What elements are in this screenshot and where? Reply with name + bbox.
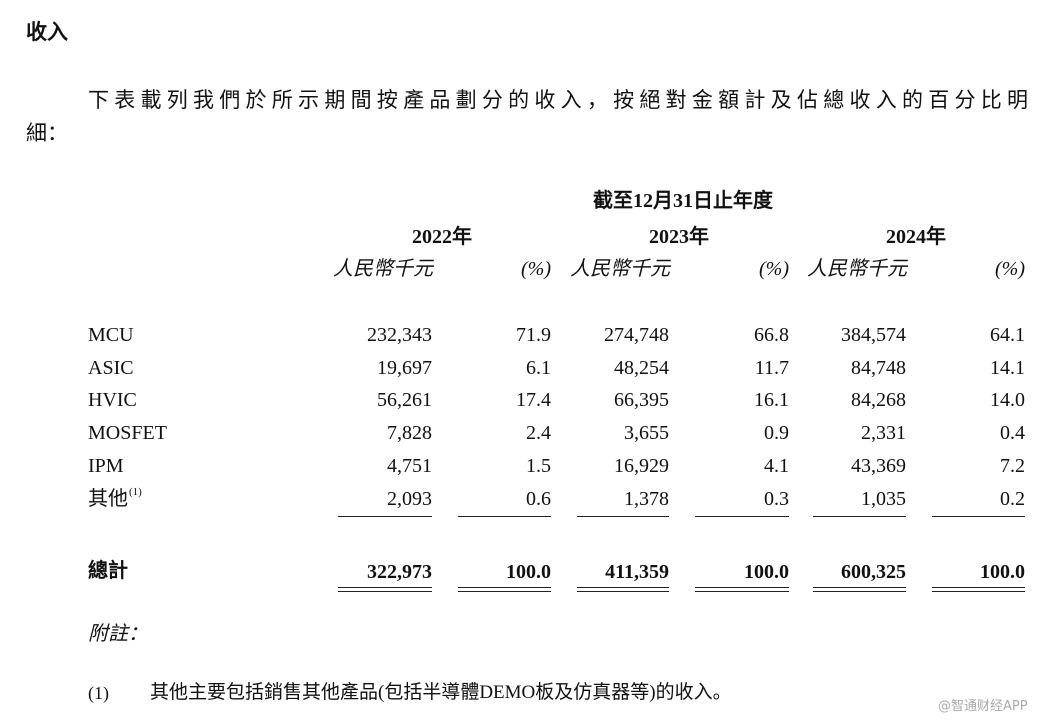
cell-value: 7,828 (387, 422, 432, 444)
total-value: 411,359 (605, 561, 669, 583)
year-header: 2022年 (412, 226, 472, 248)
note-text: 其他主要包括銷售其他產品(包括半導體DEMO板及仿真器等)的收入。 (150, 682, 732, 703)
cell-value: 4,751 (387, 455, 432, 477)
total-rule (338, 591, 432, 592)
total-rule (577, 587, 669, 588)
cell-value: 232,343 (367, 324, 432, 346)
cell-value: 56,261 (377, 389, 432, 411)
cell-value: 43,369 (851, 455, 906, 477)
subtotal-rule (932, 516, 1025, 517)
total-rule (932, 591, 1025, 592)
total-rule (932, 587, 1025, 588)
subtotal-rule (338, 516, 432, 517)
row-label: MOSFET (88, 422, 167, 444)
subtotal-rule (458, 516, 551, 517)
total-value: 600,325 (841, 561, 906, 583)
cell-value: 17.4 (516, 389, 551, 411)
cell-value: 84,268 (851, 389, 906, 411)
cell-value: 0.4 (1000, 422, 1025, 444)
cell-value: 0.2 (1000, 488, 1025, 510)
row-label: MCU (88, 324, 134, 346)
period-header: 截至12月31日止年度 (593, 190, 773, 212)
total-label: 總計 (88, 560, 128, 582)
cell-value: 14.1 (990, 357, 1025, 379)
year-header: 2024年 (886, 226, 946, 248)
cell-value: 11.7 (754, 357, 789, 379)
unit-header: (%) (759, 258, 789, 280)
cell-value: 3,655 (624, 422, 669, 444)
cell-value: 66.8 (754, 324, 789, 346)
total-rule (458, 587, 551, 588)
cell-value: 6.1 (526, 357, 551, 379)
total-rule (813, 591, 906, 592)
cell-value: 0.6 (526, 488, 551, 510)
total-value: 100.0 (744, 561, 789, 583)
notes-title: 附註： (88, 623, 148, 645)
cell-value: 16.1 (754, 389, 789, 411)
cell-value: 2,331 (861, 422, 906, 444)
cell-value: 384,574 (841, 324, 906, 346)
note-marker: (1) (88, 683, 109, 703)
total-rule (458, 591, 551, 592)
cell-value: 1,035 (861, 488, 906, 510)
cell-value: 84,748 (851, 357, 906, 379)
cell-value: 4.1 (764, 455, 789, 477)
subtotal-rule (813, 516, 906, 517)
intro-line: 細： (26, 121, 68, 145)
total-value: 100.0 (506, 561, 551, 583)
unit-header: 人民幣千元 (807, 258, 907, 280)
unit-header: (%) (995, 258, 1025, 280)
cell-value: 2,093 (387, 488, 432, 510)
cell-value: 71.9 (516, 324, 551, 346)
subtotal-rule (577, 516, 669, 517)
unit-header: (%) (521, 258, 551, 280)
cell-value: 0.9 (764, 422, 789, 444)
total-value: 100.0 (980, 561, 1025, 583)
total-rule (695, 591, 789, 592)
cell-value: 1.5 (526, 455, 551, 477)
cell-value: 0.3 (764, 488, 789, 510)
total-rule (577, 591, 669, 592)
unit-header: 人民幣千元 (570, 258, 670, 280)
row-label: IPM (88, 455, 124, 477)
row-label: 其他 (88, 488, 128, 510)
total-rule (813, 587, 906, 588)
watermark: @智通财经APP (938, 699, 1028, 714)
heading: 收入 (26, 20, 68, 44)
row-label: ASIC (88, 357, 134, 379)
cell-value: 1,378 (624, 488, 669, 510)
year-header: 2023年 (649, 226, 709, 248)
intro-line: 下表載列我們於所示期間按產品劃分的收入，按絕對金額計及佔總收入的百分比明 (88, 88, 1028, 112)
cell-value: 64.1 (990, 324, 1025, 346)
total-rule (338, 587, 432, 588)
total-value: 322,973 (367, 561, 432, 583)
cell-value: 16,929 (614, 455, 669, 477)
cell-value: 274,748 (604, 324, 669, 346)
subtotal-rule (695, 516, 789, 517)
unit-header: 人民幣千元 (333, 258, 433, 280)
cell-value: 2.4 (526, 422, 551, 444)
cell-value: 7.2 (1000, 455, 1025, 477)
cell-value: 66,395 (614, 389, 669, 411)
cell-value: 48,254 (614, 357, 669, 379)
total-rule (695, 587, 789, 588)
note-ref: (1) (129, 486, 142, 498)
cell-value: 19,697 (377, 357, 432, 379)
cell-value: 14.0 (990, 389, 1025, 411)
row-label: HVIC (88, 389, 137, 411)
